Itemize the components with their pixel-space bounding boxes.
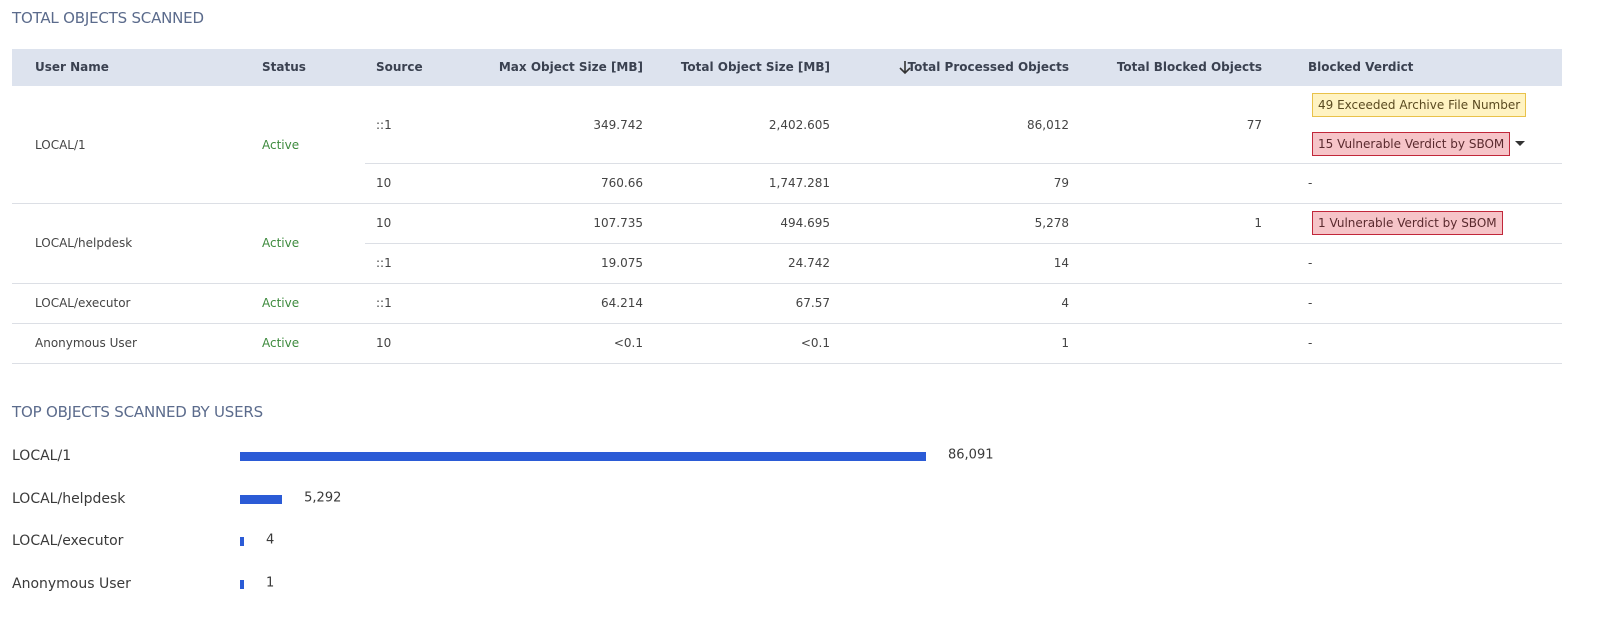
table-cell: 107.735 [593, 216, 643, 230]
verdict-tag: 15 Vulnerable Verdict by SBOM [1312, 132, 1511, 156]
verdict-tag: 1 Vulnerable Verdict by SBOM [1312, 211, 1503, 235]
bar-label: Anonymous User [12, 575, 131, 592]
bar-value: 5,292 [304, 490, 342, 505]
table-cell: 14 [1053, 256, 1069, 270]
user-name: LOCAL/executor [35, 296, 131, 310]
table-cell: 5,278 [1034, 216, 1069, 230]
column-header: User Name [35, 60, 109, 74]
column-header: Total Object Size [MB] [680, 60, 830, 74]
table-cell: 760.66 [601, 176, 643, 190]
row-divider [12, 323, 1562, 324]
bar-label: LOCAL/1 [12, 448, 72, 464]
table-cell: 1 [1254, 216, 1262, 230]
table-cell: ::1 [376, 296, 392, 310]
column-header: Source [376, 60, 423, 74]
bar [240, 537, 244, 546]
status: Active [262, 137, 300, 152]
table-cell: - [1308, 256, 1313, 270]
table-cell: 1,747.281 [768, 176, 830, 190]
table-cell: 79 [1053, 176, 1069, 190]
table-cell: 2,402.605 [768, 117, 830, 132]
bar [240, 452, 926, 461]
table-cell: 494.695 [780, 216, 830, 230]
bar-value: 4 [266, 532, 275, 548]
table-cell: <0.1 [613, 336, 643, 350]
column-header: Total Blocked Objects [1116, 60, 1262, 74]
table-cell: ::1 [376, 256, 392, 270]
sort-arrow[interactable] [898, 59, 912, 75]
row-divider [365, 163, 1562, 164]
table-cell: 77 [1246, 117, 1262, 132]
verdict-tag: 49 Exceeded Archive File Number [1312, 93, 1527, 117]
user-name: Anonymous User [35, 336, 137, 350]
table-cell: 10 [376, 176, 392, 190]
section-title: TOP OBJECTS SCANNED BY USERS [12, 403, 263, 421]
column-header: Status [262, 60, 306, 74]
column-header: Blocked Verdict [1308, 60, 1414, 74]
table-cell: - [1308, 296, 1313, 310]
bar-value: 86,091 [948, 447, 994, 463]
bar-label: LOCAL/executor [12, 533, 124, 549]
table-cell: ::1 [376, 117, 392, 132]
column-header: Total Processed Objects [907, 60, 1069, 74]
table-cell: <0.1 [800, 336, 830, 350]
user-name: LOCAL/1 [35, 137, 86, 152]
bar-label: LOCAL/helpdesk [12, 490, 126, 507]
bar [240, 579, 244, 589]
user-name: LOCAL/helpdesk [35, 236, 133, 250]
table-cell: 19.075 [601, 256, 643, 270]
table-cell: - [1308, 336, 1313, 350]
bar [240, 494, 283, 504]
bar-value: 1 [266, 575, 275, 590]
status: Active [262, 236, 300, 250]
table-cell: 24.742 [788, 256, 830, 270]
table-header [12, 49, 1562, 86]
table-cell: 349.742 [593, 117, 643, 132]
row-divider [12, 283, 1562, 284]
table-cell: 4 [1061, 296, 1069, 310]
dropdown-caret[interactable] [1515, 141, 1525, 146]
row-divider [365, 243, 1562, 244]
column-header: Max Object Size [MB] [498, 60, 643, 74]
table-cell: 1 [1061, 336, 1069, 350]
row-divider [12, 363, 1562, 364]
section-title: TOTAL OBJECTS SCANNED [12, 9, 204, 27]
table-cell: 67.57 [795, 296, 830, 310]
table-cell: 64.214 [601, 296, 643, 310]
table-cell: 10 [376, 336, 392, 350]
status: Active [262, 336, 300, 350]
table-cell: 86,012 [1027, 117, 1069, 132]
table-cell: 10 [376, 216, 392, 230]
row-divider [12, 203, 1562, 204]
status: Active [262, 296, 300, 310]
table-cell: - [1308, 176, 1313, 190]
